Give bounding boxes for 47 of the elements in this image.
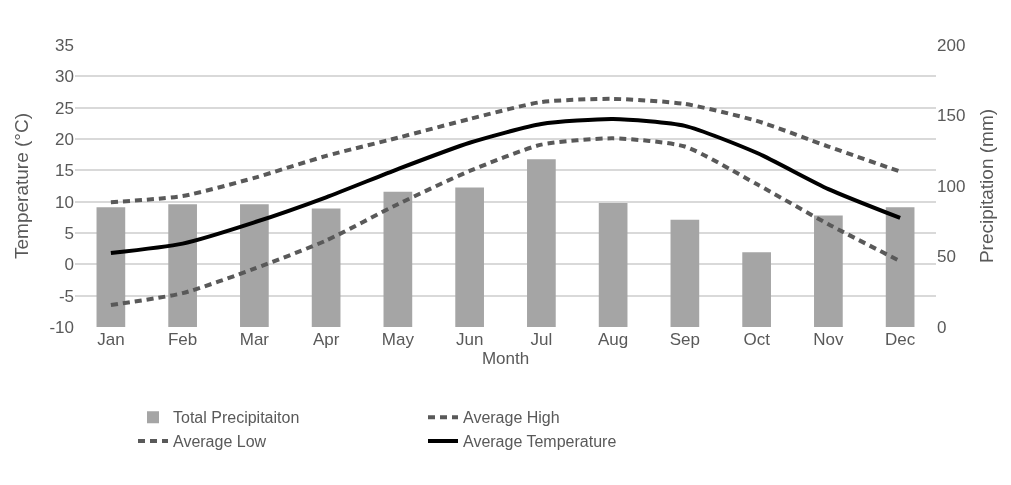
x-tick-label: Feb bbox=[167, 330, 198, 349]
y-tick-label: 25 bbox=[55, 98, 74, 118]
bar bbox=[598, 202, 628, 327]
bar bbox=[527, 159, 556, 327]
y-axis-title: Temperature (°C) bbox=[11, 113, 33, 259]
y-tick-label: -5 bbox=[58, 286, 74, 306]
x-axis-title: Month bbox=[481, 349, 530, 368]
y2-tick-label: 150 bbox=[937, 106, 966, 126]
legend-label: Total Precipitaiton bbox=[173, 409, 300, 427]
x-tick-label: Mar bbox=[239, 330, 270, 349]
y-tick-label: 0 bbox=[64, 255, 74, 275]
legend-label: Average Temperature bbox=[463, 433, 617, 451]
bar bbox=[742, 252, 771, 327]
y2-tick-label: 50 bbox=[937, 247, 956, 267]
y-tick-label: 15 bbox=[55, 161, 74, 181]
y-tick-label: 20 bbox=[55, 129, 74, 149]
legend-label: Average High bbox=[463, 409, 560, 427]
x-tick-label: Dec bbox=[885, 330, 916, 349]
y2-axis-title: Precipitation (mm) bbox=[976, 108, 998, 264]
line-series bbox=[108, 116, 903, 256]
bar bbox=[670, 219, 700, 327]
x-tick-label: May bbox=[381, 330, 415, 349]
y-tick-label: 30 bbox=[55, 67, 74, 87]
x-tick-label: Jul bbox=[530, 330, 553, 349]
x-tick-label: Jan bbox=[97, 330, 125, 349]
y-tick-label: -10 bbox=[49, 317, 74, 337]
y2-tick-label: 200 bbox=[937, 35, 966, 55]
bar bbox=[96, 207, 126, 327]
x-tick-label: Jun bbox=[455, 330, 484, 349]
x-tick-label: Oct bbox=[743, 330, 771, 349]
y-tick-label: 5 bbox=[64, 223, 74, 243]
y2-tick-label: 100 bbox=[937, 176, 966, 196]
bar bbox=[240, 204, 269, 327]
bar bbox=[455, 187, 484, 327]
bar bbox=[814, 215, 843, 327]
bar bbox=[885, 207, 915, 327]
x-tick-label: Sep bbox=[669, 330, 701, 349]
x-tick-label: Aug bbox=[598, 330, 629, 349]
legend-label: Average Low bbox=[173, 433, 267, 451]
x-tick-label: Apr bbox=[312, 330, 340, 349]
x-tick-label: Nov bbox=[813, 330, 844, 349]
y-tick-label: 10 bbox=[55, 192, 74, 212]
bar bbox=[311, 208, 341, 327]
bar bbox=[383, 191, 413, 327]
y2-tick-label: 0 bbox=[937, 317, 947, 337]
bar bbox=[168, 204, 197, 327]
y-tick-label: 35 bbox=[55, 35, 74, 55]
